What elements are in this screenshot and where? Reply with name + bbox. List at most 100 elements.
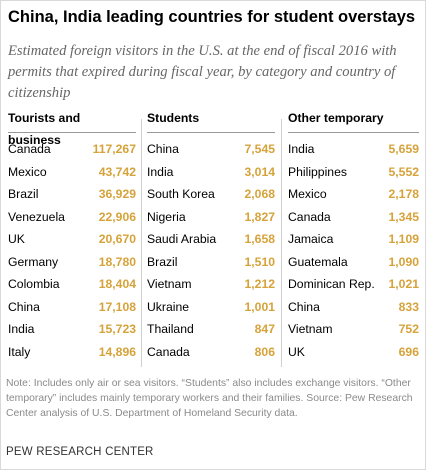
column-header: Tourists and business — [8, 111, 81, 147]
value-label: 696 — [398, 344, 419, 359]
value-label: 43,742 — [98, 164, 136, 179]
country-label: Saudi Arabia — [147, 232, 217, 246]
country-label: Mexico — [8, 164, 47, 179]
table-row: Italy 14,896 — [8, 341, 136, 364]
country-label: Canada — [288, 209, 331, 224]
table-row: Thailand 847 — [147, 318, 275, 341]
table-row: China 17,108 — [8, 296, 136, 319]
table-row: Mexico 43,742 — [8, 161, 136, 184]
table-row: Philippines 5,552 — [288, 161, 419, 184]
country-label: Mexico — [288, 187, 327, 201]
value-label: 2,068 — [244, 187, 276, 201]
value-label: 36,929 — [98, 187, 136, 201]
country-label: Colombia — [8, 277, 60, 291]
value-label: 1,090 — [388, 254, 420, 269]
country-label: Italy — [8, 344, 31, 359]
column-other-temporary: Other temporary India 5,659 Philippines 5,55… — [288, 107, 419, 363]
value-label: 14,896 — [98, 344, 136, 359]
column-tourists-business: Tourists and business Canada 117,267 Mexico… — [8, 107, 136, 363]
country-label: Philippines — [288, 164, 347, 179]
table-row: India 3,014 — [147, 161, 275, 184]
country-label: India — [288, 142, 315, 156]
table-row: Guatemala 1,090 — [288, 251, 419, 274]
value-label: 1,827 — [244, 209, 276, 224]
table-row: Brazil 1,510 — [147, 251, 275, 274]
country-label: Germany — [8, 254, 59, 269]
column-students: Students China 7,545 India 3,014 South Korea 2… — [147, 107, 275, 363]
value-label: 806 — [254, 344, 275, 359]
country-label: Ukraine — [147, 299, 189, 314]
table-row: UK 696 — [288, 341, 419, 364]
country-label: UK — [288, 344, 305, 359]
value-label: 1,109 — [388, 232, 420, 246]
chart-subtitle: Estimated foreign visitors in the U.S. a… — [8, 43, 397, 101]
table-row: Saudi Arabia 1,658 — [147, 228, 275, 251]
table-row: India 5,659 — [288, 138, 419, 161]
table-row: Colombia 18,404 — [8, 273, 136, 296]
country-label: India — [147, 164, 174, 179]
country-label: Venezuela — [8, 209, 65, 224]
header-rule — [147, 132, 275, 133]
value-label: 7,545 — [244, 142, 276, 156]
country-label: China — [288, 299, 320, 314]
table-row: India 15,723 — [8, 318, 136, 341]
value-label: 752 — [398, 322, 419, 336]
country-label: China — [8, 299, 40, 314]
country-label: UK — [8, 232, 25, 246]
country-label: Brazil — [8, 187, 39, 201]
value-label: 22,906 — [98, 209, 136, 224]
table-row: Canada 1,345 — [288, 206, 419, 229]
chart-note: Note: Includes only air or sea visitors.… — [6, 378, 413, 419]
column-divider — [141, 119, 142, 367]
table-row: Ukraine 1,001 — [147, 296, 275, 319]
table-row: Canada 117,267 — [8, 138, 136, 161]
value-label: 2,178 — [388, 187, 420, 201]
value-label: 1,021 — [388, 277, 420, 291]
value-label: 17,108 — [98, 299, 136, 314]
value-label: 1,212 — [244, 277, 276, 291]
country-label: India — [8, 322, 35, 336]
value-label: 18,404 — [98, 277, 136, 291]
value-label: 18,780 — [98, 254, 136, 269]
table-row: Dominican Rep. 1,021 — [288, 273, 419, 296]
table-row: Jamaica 1,109 — [288, 228, 419, 251]
column-header: Other temporary — [288, 111, 384, 125]
table-row: Venezuela 22,906 — [8, 206, 136, 229]
value-label: 5,659 — [388, 142, 420, 156]
header-rule — [288, 132, 419, 133]
value-label: 3,014 — [244, 164, 276, 179]
column-header: Students — [147, 111, 200, 125]
table-row: UK 20,670 — [8, 228, 136, 251]
table-row: Germany 18,780 — [8, 251, 136, 274]
value-label: 1,001 — [244, 299, 276, 314]
table-row: Mexico 2,178 — [288, 183, 419, 206]
table-row: China 7,545 — [147, 138, 275, 161]
column-divider — [281, 119, 282, 367]
table-row: Vietnam 1,212 — [147, 273, 275, 296]
value-label: 847 — [254, 322, 275, 336]
value-label: 117,267 — [92, 142, 136, 156]
country-label: Canada — [147, 344, 190, 359]
country-label: Brazil — [147, 254, 178, 269]
country-label: Dominican Rep. — [288, 277, 375, 291]
country-label: Vietnam — [288, 322, 333, 336]
source-label: PEW RESEARCH CENTER — [6, 446, 154, 458]
country-label: Vietnam — [147, 277, 192, 291]
table-row: Vietnam 752 — [288, 318, 419, 341]
country-label: Canada — [8, 142, 51, 156]
header-rule — [8, 132, 136, 133]
value-label: 15,723 — [98, 322, 136, 336]
table-row: South Korea 2,068 — [147, 183, 275, 206]
country-label: Thailand — [147, 322, 194, 336]
value-label: 5,552 — [388, 164, 420, 179]
country-label: Nigeria — [147, 209, 186, 224]
country-label: Jamaica — [288, 232, 334, 246]
country-label: China — [147, 142, 179, 156]
table-row: Brazil 36,929 — [8, 183, 136, 206]
value-label: 833 — [398, 299, 419, 314]
country-label: Guatemala — [288, 254, 348, 269]
value-label: 1,658 — [244, 232, 276, 246]
table-row: Nigeria 1,827 — [147, 206, 275, 229]
country-label: South Korea — [147, 187, 215, 201]
